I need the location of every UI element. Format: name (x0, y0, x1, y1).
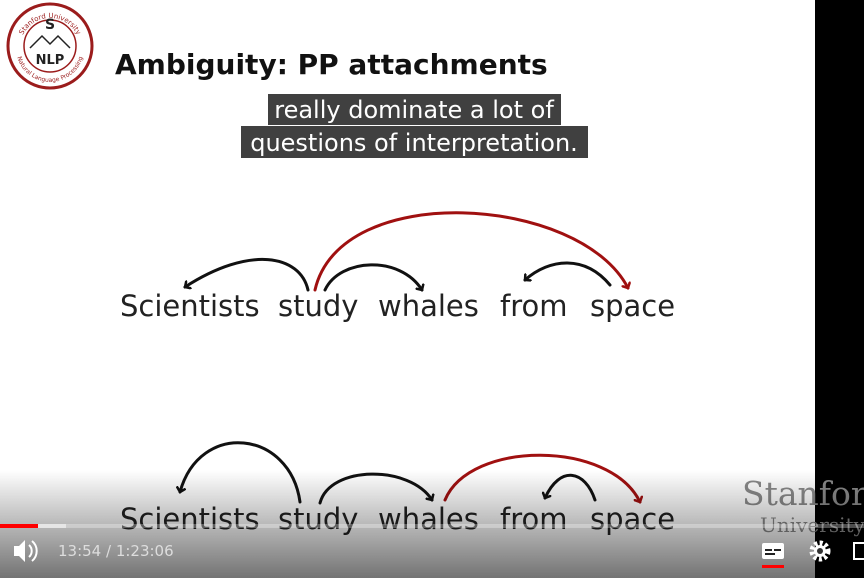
controls-shade (0, 470, 864, 578)
logo: Stanford University Natural Language Pro… (6, 2, 94, 90)
word: from (500, 289, 568, 323)
logo-acronym: NLP (36, 53, 65, 68)
dependency-arcs (183, 211, 628, 292)
slide-title: Ambiguity: PP attachments (115, 48, 548, 81)
word: space (590, 289, 675, 323)
word: whales (378, 289, 479, 323)
sentence: Scientists study whales from space (120, 289, 675, 323)
caption-box (268, 94, 561, 125)
caption-line: really dominate a lot of (274, 96, 554, 124)
subtitles-button[interactable] (762, 543, 784, 568)
caption-box (241, 126, 588, 158)
caption-line: questions of interpretation. (250, 129, 578, 157)
miniplayer-button[interactable] (853, 542, 864, 560)
logo-letter: S (45, 17, 55, 33)
volume-button[interactable] (14, 540, 38, 562)
time-display: 13:54 / 1:23:06 (58, 542, 174, 560)
settings-button[interactable] (809, 540, 831, 562)
word: Scientists (120, 289, 260, 323)
progress-bar (0, 524, 38, 528)
word: study (278, 289, 358, 323)
progress-track[interactable] (0, 524, 864, 528)
